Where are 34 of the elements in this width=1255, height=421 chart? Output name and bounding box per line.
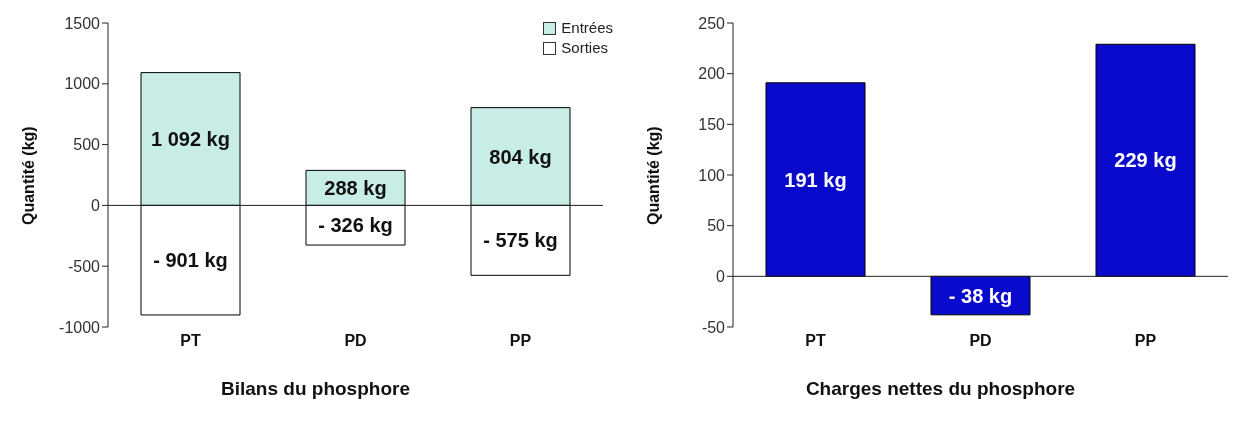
y-tick-label: -50 [701,318,726,336]
data-label: 804 kg [489,145,552,168]
y-tick-label: 500 [73,136,101,154]
y-tick-label: 150 [698,116,726,134]
data-label: - 901 kg [153,249,228,272]
y-tick-label: 0 [716,268,726,286]
y-tick-label: 0 [91,197,101,215]
y-tick-label: 1500 [64,14,101,32]
data-label: 1 092 kg [151,128,230,151]
text: Charges nettes du phosphore [804,378,1077,400]
y-tick-label: -500 [67,257,101,275]
x-tick-label: PP [509,332,532,350]
x-tick-label: PP [1134,332,1157,350]
text: Bilans du phosphore [220,378,411,400]
data-label: 191 kg [784,168,847,191]
y-tick-label: 200 [698,65,726,83]
data-label: - 326 kg [318,214,393,237]
legend-label: Entrées [561,18,613,38]
x-tick-label: PD [344,332,367,350]
x-tick-label: PT [180,332,201,350]
y-axis-title: Quantité (kg) [644,126,662,225]
y-tick-label: 250 [698,14,726,32]
y-axis-title: Quantité (kg) [19,126,37,225]
x-tick-label: PT [805,332,826,350]
y-tick-label: -1000 [59,318,101,336]
y-tick-label: 50 [707,217,726,235]
data-label: 229 kg [1114,149,1177,172]
x-tick-label: PD [969,332,992,350]
y-tick-label: 1000 [64,75,101,93]
y-tick-label: 100 [698,166,726,184]
data-label: - 38 kg [948,284,1013,307]
text: Sorties [561,38,608,58]
data-label: 288 kg [324,176,387,199]
data-label: - 575 kg [483,229,558,252]
